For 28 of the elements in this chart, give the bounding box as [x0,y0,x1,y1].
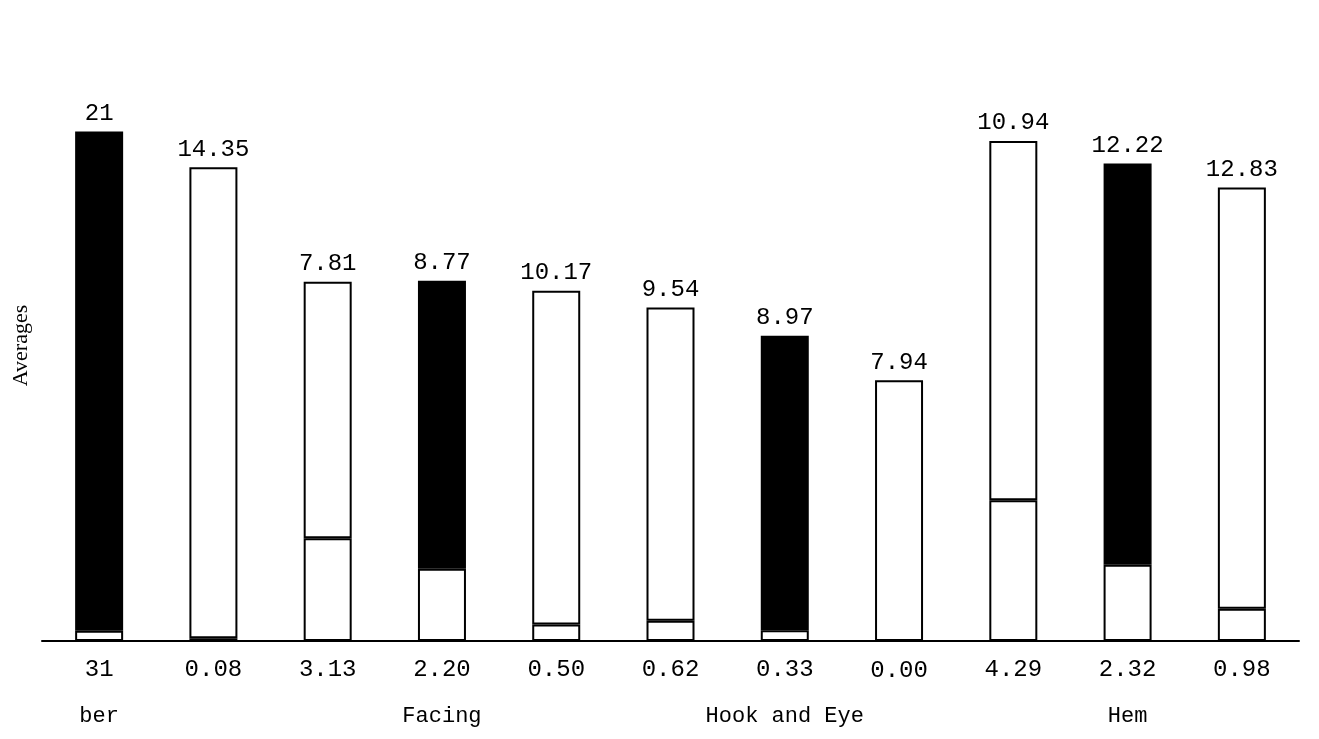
annotation: 31 [84,655,114,683]
bar [189,167,238,639]
x-tick-label: Facing [402,703,482,729]
data-label: 14.35 [177,135,250,163]
data-label: 0.62 [641,655,700,683]
data-label: 12.22 [1091,132,1164,160]
x-tick-label: Hem [1107,703,1148,729]
data-label: 10.94 [977,109,1050,137]
data-label: 0.50 [527,655,586,683]
y-axis-title: Averages [6,304,32,387]
data-label: 8.97 [755,304,814,332]
data-label: 2.20 [413,655,471,683]
data-label: 12.83 [1205,156,1278,184]
data-label: 0.98 [1213,655,1271,683]
x-tick-label: ber [79,703,119,729]
data-label: 0.33 [755,655,814,683]
data-label: 2.32 [1098,655,1157,683]
data-label: 3.13 [298,655,357,683]
data-label: 7.94 [870,348,928,376]
data-label: 0.08 [184,655,243,683]
x-tick-label: Hook and Eye [705,703,864,729]
data-label: 9.54 [641,275,700,303]
data-label: 4.29 [984,655,1043,683]
data-label: 10.17 [520,259,593,287]
data-label: 0.00 [870,656,928,684]
data-label: 7.81 [298,250,357,278]
annotation: 21 [84,99,114,127]
data-label: 8.77 [413,249,471,277]
